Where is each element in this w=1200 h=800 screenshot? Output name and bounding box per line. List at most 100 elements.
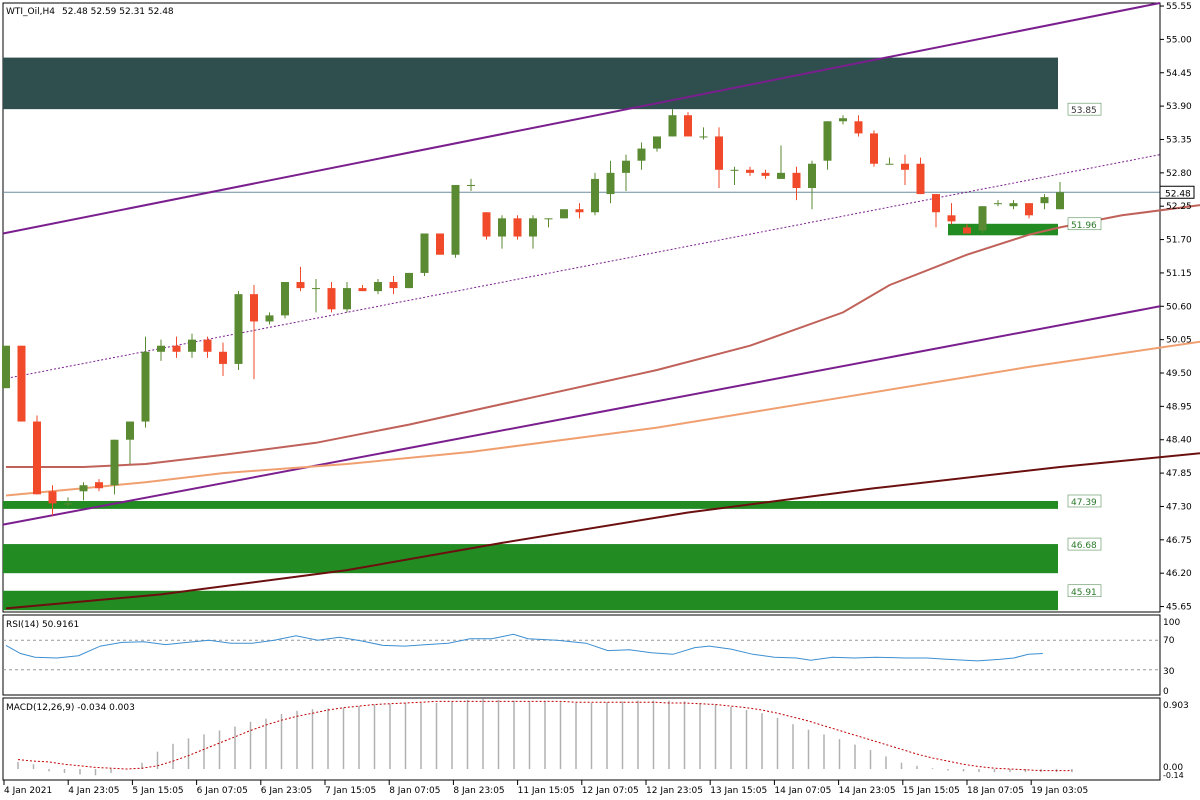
price-tick-label: 47.30 <box>1166 502 1192 512</box>
zones-layer <box>3 57 1160 611</box>
price-tick-label: 51.15 <box>1166 269 1192 279</box>
candle-bear <box>327 288 336 310</box>
candle-bear <box>761 172 770 176</box>
candle-bull <box>622 160 630 173</box>
time-tick-label: 13 Jan 15:05 <box>710 786 767 796</box>
price-tick-label: 48.40 <box>1166 436 1192 446</box>
candle-bull <box>730 169 739 171</box>
candle-bear <box>513 218 522 237</box>
candle-bull <box>498 218 506 237</box>
candle-bull <box>668 115 677 137</box>
candle-bear <box>203 339 212 352</box>
time-axis: 4 Jan 2021 4 Jan 23:05 5 Jan 15:05 6 Jan 07… <box>3 780 1088 796</box>
candle-bull <box>544 218 553 220</box>
candle-bear <box>482 212 491 237</box>
channel-lower-line <box>2 305 1161 526</box>
candle-bull <box>653 136 661 149</box>
zone-price-tag-0-box <box>1067 102 1102 116</box>
candle-bull <box>777 172 785 179</box>
price-tick-label: 53.35 <box>1166 135 1192 145</box>
rsi-line <box>5 633 1043 662</box>
zone-price-tag-1-box <box>1067 217 1102 231</box>
main-panel[interactable] <box>2 2 1161 613</box>
price-tick-label: 51.70 <box>1166 236 1192 246</box>
time-tick-label: 12 Jan 23:05 <box>646 786 703 796</box>
candle-bull <box>281 282 289 316</box>
price-tick-label: 47.85 <box>1166 469 1192 479</box>
time-tick-label: 6 Jan 23:05 <box>261 786 312 796</box>
price-tick-label: 45.65 <box>1166 603 1192 613</box>
time-tick-label: 6 Jan 07:05 <box>197 786 248 796</box>
time-tick-label: 8 Jan 07:05 <box>389 786 440 796</box>
candle-bear <box>963 227 971 234</box>
candle-bear <box>870 133 878 164</box>
candle-bear <box>358 288 367 292</box>
time-tick-label: 11 Jan 15:05 <box>518 786 575 796</box>
candle-bull <box>885 163 894 165</box>
price-axis: 55.55 55.00 54.45 53.90 53.35 52.80 52.25 51.70… <box>1160 2 1192 613</box>
symbol-label: WTI_Oil,H4 <box>6 7 55 17</box>
time-tick-label: 14 Jan 23:05 <box>839 786 896 796</box>
rsi-label: RSI(14) 50.9161 <box>6 620 79 630</box>
candle-bull <box>157 345 165 352</box>
time-tick-label: 18 Jan 07:05 <box>967 786 1024 796</box>
candle-bear <box>95 482 103 489</box>
candle-bull <box>699 136 708 138</box>
candle-bull <box>560 209 568 219</box>
macd-level-zero: 0.00 <box>1163 763 1183 773</box>
zone-price-tag-2-text: 47.39 <box>1071 498 1097 508</box>
macd-panel-border <box>2 697 1161 781</box>
ohlc-readout: 52.48 52.59 52.31 52.48 <box>62 7 174 17</box>
candle-bull <box>591 178 599 213</box>
zone-2 <box>3 500 1058 509</box>
zone-price-tag-4-text: 45.91 <box>1071 588 1097 598</box>
current-price-tag-box <box>1159 185 1195 199</box>
candle-bull <box>64 503 72 505</box>
candle-bull <box>637 148 646 161</box>
candle-bull <box>141 351 150 422</box>
candle-bull <box>265 315 274 322</box>
time-tick-label: 5 Jan 15:05 <box>132 786 183 796</box>
channel-upper-line <box>2 2 1161 235</box>
zone-4 <box>3 590 1058 611</box>
candle-bull <box>1009 203 1018 207</box>
candle-bear <box>854 121 863 134</box>
candle-bull <box>188 339 196 352</box>
candle-bear <box>17 345 26 422</box>
rsi-level-70: 70 <box>1163 636 1175 646</box>
zone-1 <box>948 223 1058 236</box>
candle-bear <box>33 421 41 495</box>
candle-bull <box>126 421 134 440</box>
candle-bear <box>250 294 258 322</box>
price-tick-label: 50.60 <box>1166 302 1192 312</box>
candle-bull <box>420 233 429 273</box>
candle-bear <box>219 351 227 364</box>
macd-panel[interactable] <box>2 697 1161 781</box>
price-tick-label: 52.80 <box>1166 169 1192 179</box>
time-tick-label: 8 Jan 23:05 <box>453 786 504 796</box>
candle-bear <box>296 282 305 289</box>
zone-price-tag-2-box <box>1067 494 1102 508</box>
ma-mid-line <box>5 340 1200 497</box>
candle-bear <box>932 194 940 213</box>
candle-bull <box>606 172 615 195</box>
rsi-panel[interactable] <box>2 614 1161 696</box>
main-panel-border <box>2 2 1161 613</box>
time-tick-label: 19 Jan 03:05 <box>1031 786 1088 796</box>
candle-bull <box>405 272 413 289</box>
candle-bear <box>389 282 398 289</box>
zone-3 <box>3 544 1058 574</box>
candle-bear <box>901 163 909 170</box>
candle-bull <box>839 118 847 122</box>
candle-bull <box>451 184 460 255</box>
candle-bear <box>746 169 754 173</box>
candle-bear <box>1025 203 1033 216</box>
price-tags: 53.85 51.96 47.39 46.68 45.91 52.48 <box>1067 102 1195 598</box>
zone-0 <box>3 57 1058 110</box>
candle-bull <box>978 206 987 231</box>
price-tick-label: 54.45 <box>1166 69 1192 79</box>
candle-bear <box>48 491 57 504</box>
zone-price-tag-4-box <box>1067 584 1102 598</box>
candle-bull <box>343 288 351 310</box>
